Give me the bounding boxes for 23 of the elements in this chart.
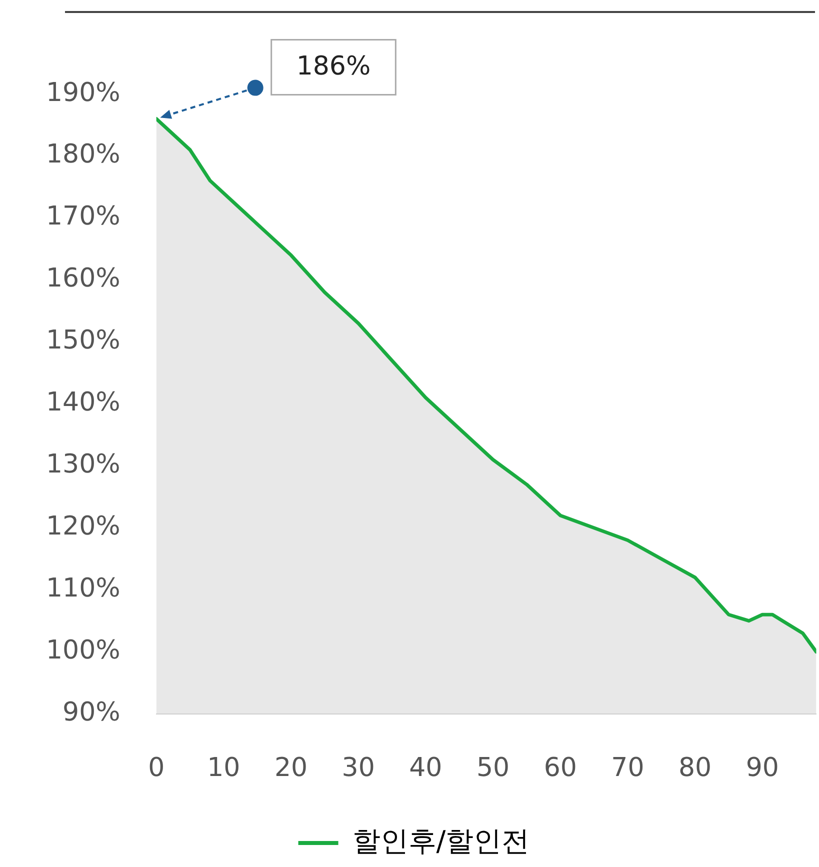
y-tick-label: 160% [46,264,120,294]
text: 186% [296,52,371,82]
x-tick-label: 80 [678,753,712,784]
x-tick-label: 50 [476,753,510,784]
y-tick-label: 190% [46,78,120,108]
y-tick-label: 140% [46,388,120,418]
legend-label: 할인후/할인전 [352,824,530,858]
x-tick-label: 40 [409,753,442,784]
x-tick-label: 30 [342,753,375,784]
x-tick-label: 20 [274,753,308,784]
y-tick-label: 150% [46,326,120,356]
y-tick-label: 120% [46,512,120,542]
x-tick-label: 60 [544,753,577,784]
x-tick-label: 70 [611,753,644,784]
x-tick-label: 90 [746,753,779,784]
x-tick-label: 0 [148,753,165,784]
y-tick-label: 90% [62,698,120,728]
x-tick-label: 10 [207,753,240,784]
y-tick-label: 130% [46,450,120,480]
y-tick-label: 180% [46,140,120,170]
y-tick-label: 110% [46,574,120,604]
y-tick-label: 170% [46,202,120,232]
y-tick-label: 100% [46,636,120,666]
